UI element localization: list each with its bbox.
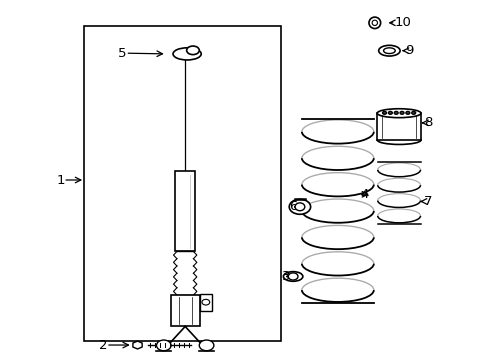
Circle shape — [382, 111, 386, 114]
Text: 2: 2 — [99, 338, 107, 351]
Bar — [175, 171, 195, 251]
Bar — [170, 295, 200, 326]
Text: 3: 3 — [282, 270, 290, 283]
Ellipse shape — [173, 48, 201, 60]
Circle shape — [199, 340, 213, 351]
Ellipse shape — [283, 272, 302, 281]
Text: 8: 8 — [424, 116, 432, 129]
Text: 9: 9 — [404, 44, 412, 57]
Ellipse shape — [378, 45, 399, 56]
Circle shape — [202, 299, 209, 305]
Ellipse shape — [371, 20, 377, 26]
Circle shape — [393, 111, 397, 114]
Circle shape — [387, 111, 391, 114]
Text: 1: 1 — [56, 174, 64, 186]
Text: 4: 4 — [360, 188, 368, 201]
Ellipse shape — [376, 135, 420, 144]
Bar — [376, 113, 420, 140]
Text: 5: 5 — [118, 47, 126, 60]
Text: 10: 10 — [393, 16, 410, 29]
Ellipse shape — [383, 48, 394, 54]
Ellipse shape — [186, 46, 199, 55]
Polygon shape — [133, 341, 142, 349]
Bar — [200, 294, 211, 311]
Circle shape — [287, 273, 297, 280]
Ellipse shape — [288, 199, 310, 214]
Circle shape — [405, 111, 409, 114]
Circle shape — [411, 111, 415, 114]
Ellipse shape — [376, 109, 420, 118]
Ellipse shape — [294, 203, 304, 211]
Circle shape — [399, 111, 403, 114]
Ellipse shape — [368, 17, 380, 28]
Bar — [84, 26, 281, 341]
Text: 7: 7 — [423, 195, 431, 208]
Text: 6: 6 — [288, 200, 296, 213]
Circle shape — [156, 340, 171, 351]
